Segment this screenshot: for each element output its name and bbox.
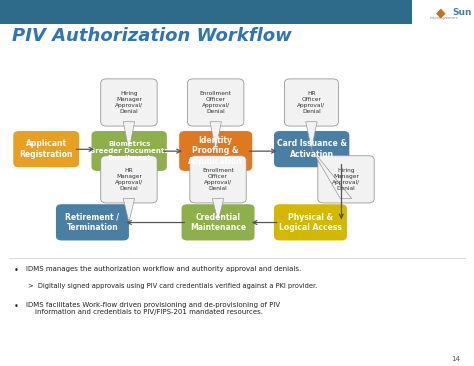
FancyBboxPatch shape bbox=[274, 204, 347, 240]
Polygon shape bbox=[210, 122, 221, 151]
Text: Card Issuance &
Activation: Card Issuance & Activation bbox=[277, 139, 346, 159]
Text: Credential
Maintenance: Credential Maintenance bbox=[190, 213, 246, 232]
Text: Retirement /
Termination: Retirement / Termination bbox=[65, 213, 119, 232]
Text: Applicant
Registration: Applicant Registration bbox=[19, 139, 73, 159]
FancyBboxPatch shape bbox=[100, 79, 157, 126]
Text: 14: 14 bbox=[451, 356, 460, 362]
Text: Identity
Proofing &
Adjudication: Identity Proofing & Adjudication bbox=[188, 136, 243, 166]
Text: ◆: ◆ bbox=[436, 6, 446, 19]
Polygon shape bbox=[311, 149, 352, 198]
FancyBboxPatch shape bbox=[188, 79, 244, 126]
Text: IDMS manages the authorization workflow and authority approval and denials.: IDMS manages the authorization workflow … bbox=[26, 266, 301, 272]
Text: microsystems: microsystems bbox=[430, 16, 458, 19]
FancyBboxPatch shape bbox=[13, 131, 79, 167]
FancyBboxPatch shape bbox=[284, 79, 338, 126]
Text: PIV Authorization Workflow: PIV Authorization Workflow bbox=[12, 27, 292, 45]
Text: >  Digitally signed approvals using PIV card credentials verified against a PKI : > Digitally signed approvals using PIV c… bbox=[28, 283, 318, 288]
Text: IDMS facilitates Work-flow driven provisioning and de-provisioning of PIV
    in: IDMS facilitates Work-flow driven provis… bbox=[26, 302, 280, 315]
FancyBboxPatch shape bbox=[182, 204, 255, 240]
FancyBboxPatch shape bbox=[100, 156, 157, 203]
Text: Biometrics
Breeder Documents
Enrollment: Biometrics Breeder Documents Enrollment bbox=[90, 141, 168, 161]
Text: •: • bbox=[14, 266, 19, 275]
FancyBboxPatch shape bbox=[91, 131, 167, 171]
FancyBboxPatch shape bbox=[318, 156, 374, 203]
Text: Physical &
Logical Access: Physical & Logical Access bbox=[279, 213, 342, 232]
Polygon shape bbox=[123, 122, 135, 151]
FancyBboxPatch shape bbox=[190, 156, 246, 203]
Text: Enrollment
Officer
Approval/
Denial: Enrollment Officer Approval/ Denial bbox=[202, 168, 234, 191]
Text: Hiring
Manager
Approval/
Denial: Hiring Manager Approval/ Denial bbox=[332, 168, 360, 191]
Text: •: • bbox=[14, 302, 19, 311]
Polygon shape bbox=[123, 198, 135, 222]
FancyBboxPatch shape bbox=[179, 131, 252, 171]
FancyBboxPatch shape bbox=[0, 0, 412, 24]
FancyBboxPatch shape bbox=[56, 204, 129, 240]
Text: Hiring
Manager
Approval/
Denial: Hiring Manager Approval/ Denial bbox=[115, 91, 143, 114]
Polygon shape bbox=[212, 198, 224, 222]
Text: HR
Officer
Approval/
Denial: HR Officer Approval/ Denial bbox=[297, 91, 326, 114]
Text: Sun: Sun bbox=[453, 8, 472, 17]
Polygon shape bbox=[306, 122, 317, 149]
Text: Enrollment
Officer
Approval/
Denial: Enrollment Officer Approval/ Denial bbox=[200, 91, 232, 114]
Text: HR
Manager
Approval/
Denial: HR Manager Approval/ Denial bbox=[115, 168, 143, 191]
FancyBboxPatch shape bbox=[274, 131, 349, 167]
